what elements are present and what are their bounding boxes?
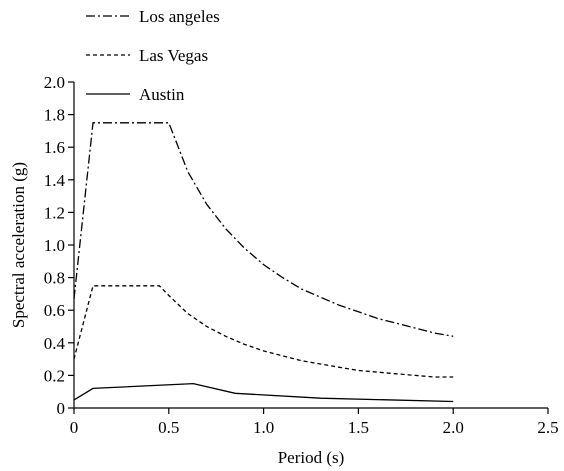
y-tick-label: 2.0 <box>44 73 65 92</box>
x-tick-label: 2.0 <box>443 418 464 437</box>
y-ticks: 0 0.2 0.4 0.6 0.8 1.0 1.2 1.4 1.6 1.8 2.0 <box>44 73 74 418</box>
series-line-austin <box>73 382 454 403</box>
legend-label: Los angeles <box>139 7 220 26</box>
y-tick-label: 0 <box>57 399 66 418</box>
y-tick-label: 1.8 <box>44 106 65 125</box>
series-line-las-vegas <box>73 285 454 378</box>
y-tick-label: 1.2 <box>44 203 65 222</box>
y-tick-label: 0.4 <box>44 334 66 353</box>
y-tick-label: 1.0 <box>44 236 65 255</box>
y-tick-label: 1.4 <box>44 171 66 190</box>
series-line-los-angeles <box>73 122 454 337</box>
series-lines <box>73 122 454 403</box>
x-axis-title: Period (s) <box>278 448 345 467</box>
y-tick-label: 0.8 <box>44 269 65 288</box>
y-axis-title: Spectral acceleration (g) <box>9 162 28 328</box>
y-tick-label: 0.6 <box>44 301 65 320</box>
x-tick-label: 2.5 <box>537 418 558 437</box>
y-tick-label: 1.6 <box>44 138 65 157</box>
axes <box>73 82 548 409</box>
x-tick-label: 0 <box>70 418 79 437</box>
legend-label: Austin <box>139 85 185 104</box>
legend: Los angeles Las Vegas Austin <box>86 7 220 104</box>
x-tick-label: 0.5 <box>158 418 179 437</box>
x-ticks: 0 0.5 1.0 1.5 2.0 2.5 <box>70 408 559 437</box>
x-tick-label: 1.0 <box>253 418 274 437</box>
y-tick-label: 0.2 <box>44 366 65 385</box>
legend-label: Las Vegas <box>139 46 208 65</box>
x-tick-label: 1.5 <box>348 418 369 437</box>
